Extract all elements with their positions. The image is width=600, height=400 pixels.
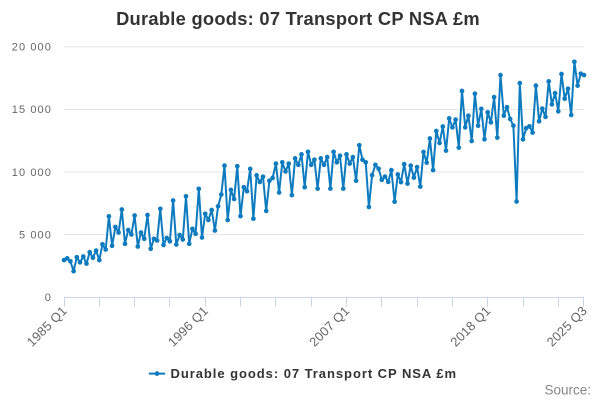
svg-text:Source:: Source: <box>544 382 591 397</box>
svg-text:Durable goods: 07 Transport CP: Durable goods: 07 Transport CP NSA £m <box>171 366 458 381</box>
svg-text:0: 0 <box>45 292 52 304</box>
svg-text:Durable goods: 07 Transport CP: Durable goods: 07 Transport CP NSA £m <box>116 8 480 29</box>
svg-text:15 000: 15 000 <box>12 104 52 116</box>
svg-text:10 000: 10 000 <box>12 167 52 179</box>
svg-text:20 000: 20 000 <box>12 42 52 54</box>
svg-text:5 000: 5 000 <box>19 229 52 241</box>
